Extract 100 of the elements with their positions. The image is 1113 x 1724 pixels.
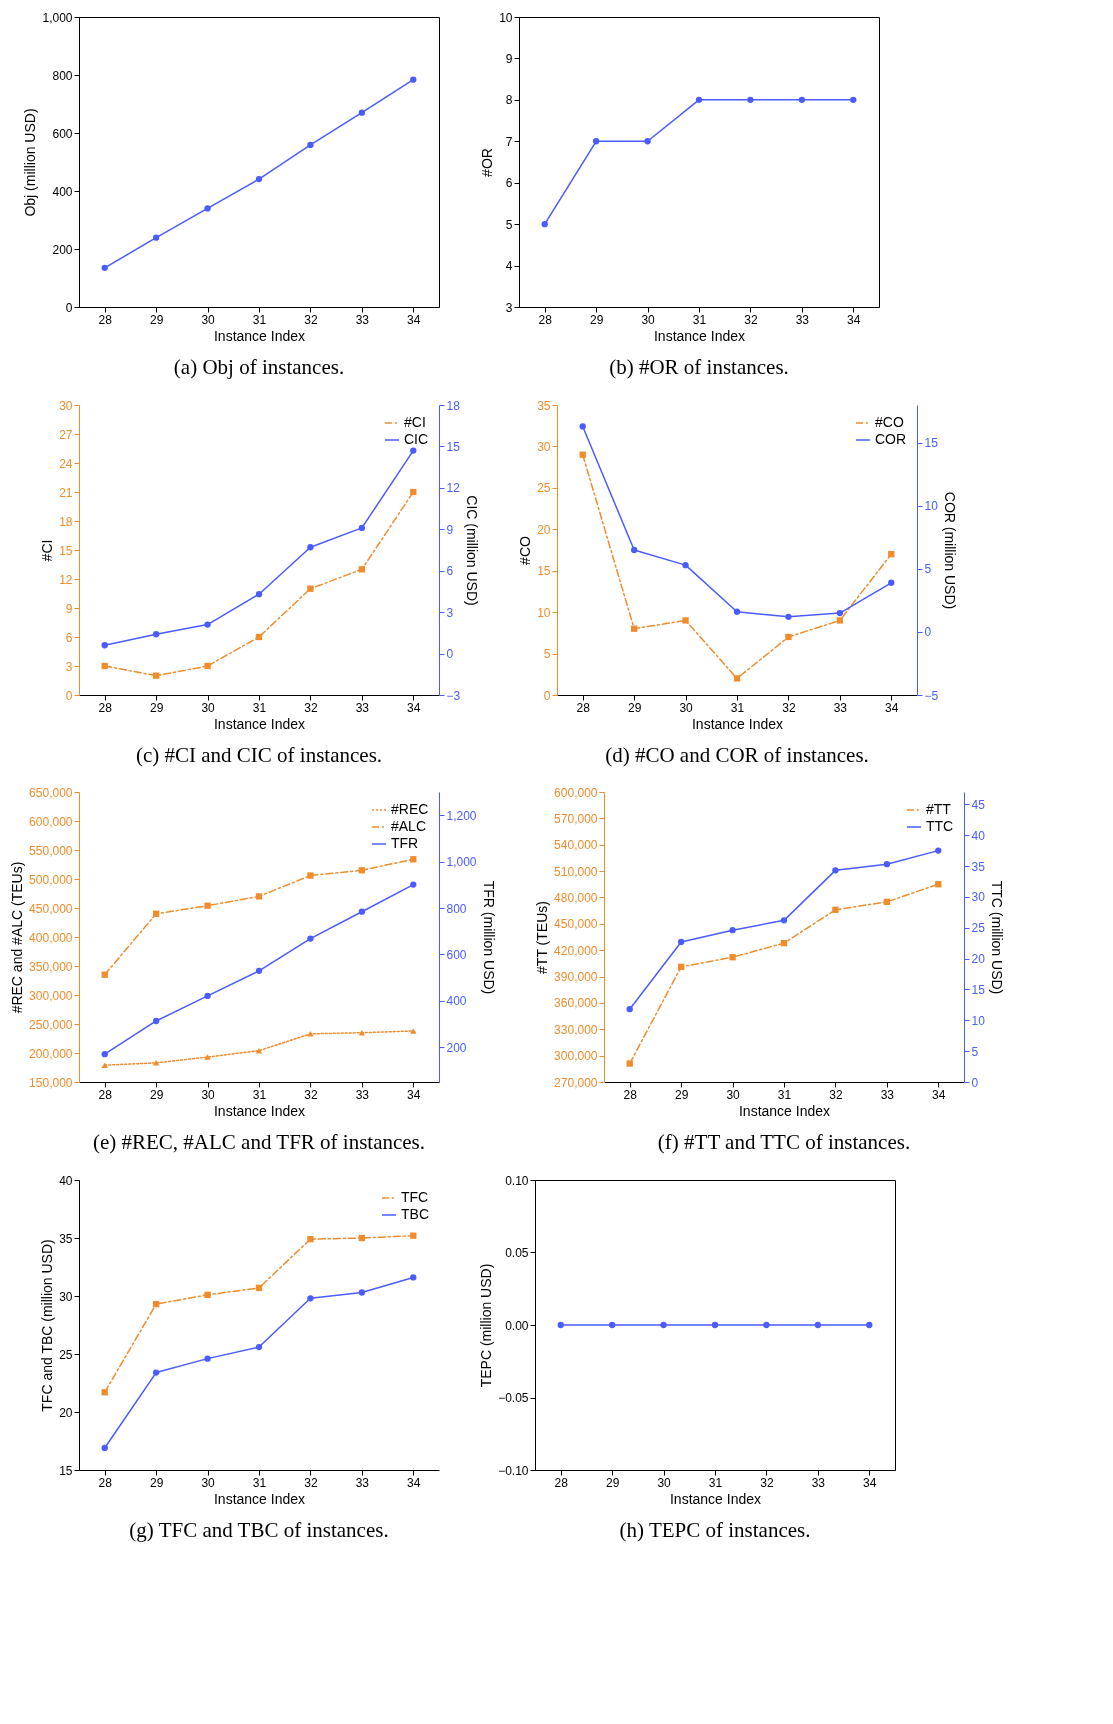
point <box>785 613 792 620</box>
x-tick-label: 30 <box>201 700 216 715</box>
point <box>307 585 314 592</box>
point <box>410 447 417 454</box>
y-tick-label: 0.05 <box>505 1246 529 1260</box>
point <box>888 550 895 558</box>
legend-label: #TT <box>926 801 952 817</box>
x-tick-label: 29 <box>589 312 604 327</box>
x-tick-label: 32 <box>304 312 318 327</box>
x-tick-label: 34 <box>885 700 899 715</box>
point <box>152 1060 160 1066</box>
x-tick-label: 33 <box>833 700 848 715</box>
y2-axis-title: TFR (million USD) <box>480 880 497 995</box>
point <box>410 1232 417 1239</box>
point <box>152 234 160 241</box>
point <box>733 675 741 682</box>
y-axis-title: #CI <box>39 539 56 562</box>
y-axis-title: #CO <box>517 536 534 565</box>
point <box>307 935 314 942</box>
y2-tick-label: −5 <box>924 688 939 703</box>
point <box>255 175 263 183</box>
point <box>695 96 703 104</box>
x-tick-label: 33 <box>355 312 370 327</box>
x-tick-label: 32 <box>829 1087 843 1102</box>
point <box>836 609 844 617</box>
point <box>152 1369 160 1376</box>
x-tick-label: 32 <box>782 700 796 715</box>
point <box>850 96 857 104</box>
point <box>152 1017 160 1025</box>
x-tick-label: 33 <box>880 1087 895 1102</box>
legend-label: TFR <box>391 835 419 851</box>
point <box>733 608 741 615</box>
y2-tick-label: 12 <box>446 481 461 496</box>
text: (f) #TT and TTC of instances. <box>657 1130 911 1154</box>
point <box>836 617 844 624</box>
point <box>204 205 211 212</box>
y-tick-label: 450,000 <box>29 901 73 916</box>
point <box>410 488 417 496</box>
y2-tick-label: 5 <box>971 1044 979 1059</box>
y-tick-label: 350,000 <box>29 959 73 974</box>
y2-axis-title: CIC (million USD) <box>464 495 481 606</box>
point <box>630 625 638 632</box>
y-tick-label: 3 <box>505 300 513 315</box>
y-tick-label: 9 <box>65 601 73 616</box>
y2-tick-label: 6 <box>446 564 454 579</box>
y2-tick-label: 9 <box>446 522 454 537</box>
point <box>307 872 314 879</box>
x-tick-label: 28 <box>623 1087 638 1102</box>
point <box>255 591 263 598</box>
y-tick-label: −0.05 <box>498 1391 529 1405</box>
point <box>255 967 263 975</box>
point <box>626 1060 633 1067</box>
y-tick-label: 30 <box>59 398 73 413</box>
point <box>579 423 586 430</box>
x-tick-label: 34 <box>932 1087 946 1102</box>
point <box>579 451 586 458</box>
point <box>152 1300 160 1308</box>
y2-tick-label: 10 <box>971 1013 986 1028</box>
point <box>255 1343 263 1351</box>
y-tick-label: 570,000 <box>554 811 598 826</box>
point <box>152 631 160 638</box>
y2-tick-label: −3 <box>446 688 461 703</box>
y-axis-title: #OR <box>479 148 496 177</box>
point <box>677 938 685 946</box>
x-tick-label: 33 <box>811 1475 826 1490</box>
point <box>204 1291 211 1298</box>
x-tick-label: 29 <box>149 1475 164 1490</box>
y2-tick-label: 400 <box>446 994 467 1009</box>
x-tick-label: 34 <box>863 1475 877 1490</box>
y-axis-title: #REC and #ALC (TEUs) <box>9 861 26 1014</box>
y2-tick-label: 1,200 <box>446 808 477 823</box>
y2-tick-label: 600 <box>446 947 467 962</box>
x-axis-title: Instance Index <box>213 715 306 732</box>
y2-tick-label: 0 <box>446 647 454 662</box>
y-tick-label: 12 <box>59 572 73 587</box>
y2-axis-title: COR (million USD) <box>942 491 959 610</box>
legend-label: #REC <box>391 801 429 817</box>
x-axis-title: Instance Index <box>669 1490 762 1507</box>
x-tick-label: 29 <box>149 312 164 327</box>
y-axis-title: Obj (million USD) <box>22 108 39 217</box>
y-tick-label: 10 <box>499 10 513 25</box>
point <box>358 908 366 915</box>
y-tick-label: 400,000 <box>29 930 73 945</box>
x-tick-label: 30 <box>679 700 694 715</box>
point <box>255 633 263 641</box>
y-tick-label: 800 <box>52 68 73 83</box>
y-tick-label: 9 <box>505 51 513 66</box>
point <box>682 561 689 569</box>
x-tick-label: 31 <box>252 312 267 327</box>
x-tick-label: 28 <box>98 312 113 327</box>
point <box>307 141 314 149</box>
y-tick-label: 15 <box>59 1463 73 1478</box>
y-tick-label: 420,000 <box>554 943 598 958</box>
y-tick-label: 5 <box>505 217 513 232</box>
y-tick-label: 250,000 <box>29 1017 73 1032</box>
text: (b) #OR of instances. <box>609 355 789 379</box>
point <box>626 1006 633 1013</box>
legend-label: #CI <box>404 414 426 430</box>
x-tick-label: 31 <box>777 1087 792 1102</box>
point <box>358 867 366 874</box>
